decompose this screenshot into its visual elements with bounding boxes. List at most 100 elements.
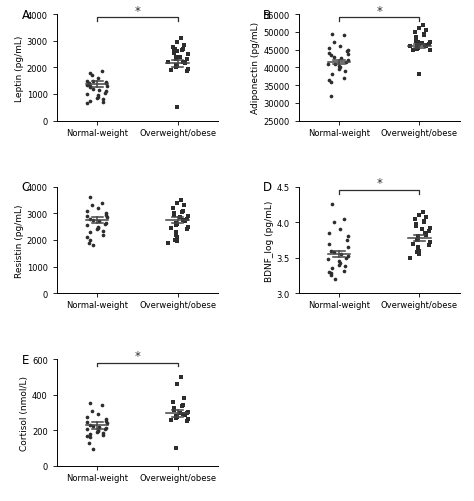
Point [331, 61, 339, 69]
Point [83, 82, 91, 90]
Text: D: D [263, 181, 272, 194]
Point [102, 417, 109, 425]
Point [83, 432, 91, 440]
Point [86, 228, 94, 236]
Point [96, 218, 103, 226]
Point [102, 210, 110, 218]
Point [414, 44, 421, 52]
Point [164, 239, 172, 247]
Point [344, 47, 352, 55]
Point [172, 56, 180, 64]
Point [325, 50, 333, 58]
Point [173, 231, 180, 239]
Point [341, 75, 348, 83]
Point [94, 75, 101, 83]
Point [103, 219, 110, 227]
Point [173, 54, 180, 62]
Point [413, 248, 420, 257]
Point [178, 196, 185, 204]
Point [180, 216, 187, 224]
Point [330, 219, 338, 227]
Point [181, 42, 188, 50]
Point [183, 68, 191, 76]
Point [171, 236, 179, 244]
Point [85, 239, 93, 247]
Point [414, 40, 422, 48]
Point [337, 250, 345, 259]
Y-axis label: Resistin (pg/mL): Resistin (pg/mL) [15, 204, 24, 277]
Text: E: E [21, 353, 29, 366]
Point [414, 40, 421, 48]
Point [83, 425, 91, 433]
Point [94, 410, 101, 418]
Point [179, 46, 186, 54]
Point [86, 421, 93, 429]
Point [178, 373, 185, 381]
Point [330, 248, 338, 257]
Point [183, 56, 191, 64]
Point [340, 215, 348, 223]
Point [171, 406, 178, 414]
Point [419, 208, 427, 216]
Point [419, 40, 426, 48]
Point [425, 41, 433, 49]
Point [337, 55, 345, 63]
Point [90, 78, 97, 86]
Point [183, 215, 191, 223]
Point [170, 44, 177, 52]
Point [101, 220, 109, 228]
Point [170, 404, 178, 412]
Point [99, 68, 106, 76]
Point [96, 87, 103, 95]
Point [173, 63, 181, 71]
Point [83, 418, 91, 426]
Point [328, 52, 335, 60]
Point [426, 40, 433, 48]
Point [415, 250, 422, 259]
Point [83, 78, 91, 86]
Point [419, 226, 426, 234]
Point [86, 194, 94, 202]
Point [180, 59, 187, 67]
Point [184, 408, 191, 416]
Point [172, 62, 180, 70]
Point [343, 254, 350, 262]
Point [341, 68, 348, 76]
Point [173, 220, 181, 228]
Point [343, 59, 350, 67]
Point [344, 233, 352, 241]
Point [328, 201, 336, 209]
Point [328, 247, 335, 255]
Point [93, 226, 100, 234]
Point [325, 45, 333, 53]
Point [422, 231, 430, 239]
Point [327, 93, 335, 101]
Point [167, 224, 175, 232]
Point [344, 236, 351, 244]
Point [173, 199, 181, 207]
Point [421, 42, 429, 50]
Point [93, 428, 100, 436]
Point [420, 219, 428, 227]
Point [336, 63, 343, 71]
Point [83, 222, 91, 230]
Point [172, 414, 180, 422]
Point [178, 35, 185, 43]
Point [99, 199, 106, 207]
Point [325, 256, 332, 264]
Text: *: * [135, 5, 140, 18]
Point [86, 236, 93, 244]
Point [184, 66, 192, 74]
Point [425, 227, 433, 235]
Point [336, 64, 344, 72]
Point [183, 418, 191, 426]
Point [411, 215, 419, 223]
Point [426, 224, 433, 232]
Point [344, 48, 351, 56]
Point [99, 431, 107, 439]
Point [184, 212, 191, 220]
Point [103, 419, 110, 427]
Point [90, 445, 97, 453]
Point [94, 94, 102, 102]
Point [420, 217, 428, 225]
